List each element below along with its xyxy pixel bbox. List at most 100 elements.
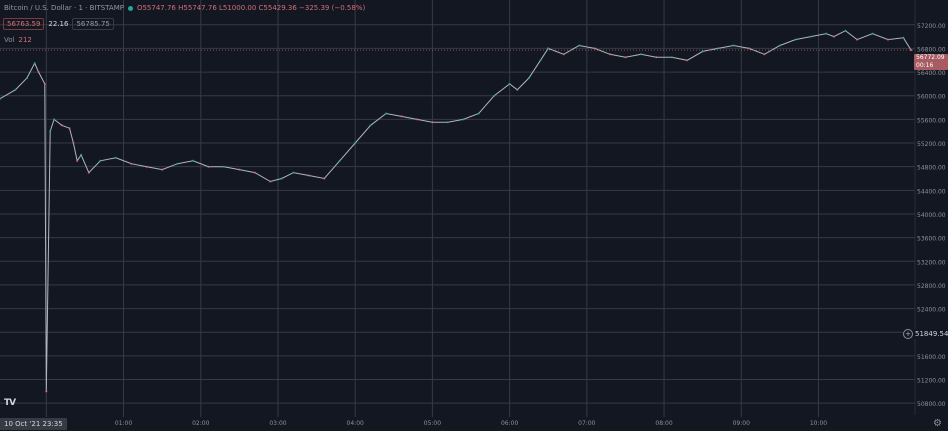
last-price-value: 56772.09 <box>916 54 945 61</box>
price-point <box>323 177 326 180</box>
price-point <box>462 118 465 121</box>
volume-value: 212 <box>18 36 32 44</box>
price-point <box>222 165 225 168</box>
price-point <box>562 53 565 56</box>
spread-value: 22.16 <box>48 20 69 28</box>
price-point <box>609 53 611 56</box>
volume-legend: Vol 212 <box>4 36 32 44</box>
price-point <box>33 62 36 65</box>
price-point <box>493 94 496 97</box>
y-tick-label: 52800.00 <box>917 283 946 290</box>
ohlc-values: O55747.76 H55747.76 L51000.00 C55429.36 … <box>136 4 366 12</box>
y-tick-label: 54000.00 <box>917 212 946 219</box>
add-alert-icon[interactable]: + <box>903 329 913 339</box>
price-point <box>794 38 797 41</box>
y-tick-label: 51600.00 <box>917 354 946 361</box>
price-point <box>624 56 627 59</box>
y-tick-label: 51200.00 <box>917 378 946 385</box>
price-point <box>446 121 449 124</box>
price-point <box>253 171 256 174</box>
price-point <box>763 53 766 56</box>
tradingview-logo-icon[interactable]: TV <box>4 398 16 408</box>
price-point <box>53 118 56 121</box>
price-point <box>269 180 272 183</box>
price-point <box>161 168 164 171</box>
price-point <box>477 112 480 115</box>
price-point <box>825 32 828 35</box>
price-point <box>844 29 847 32</box>
market-status-icon <box>127 5 133 11</box>
price-point <box>338 159 341 162</box>
price-point <box>354 142 357 144</box>
price-point <box>72 142 75 144</box>
x-tick-label: 05:00 <box>424 420 441 427</box>
price-point <box>670 56 673 59</box>
y-tick-label: 56400.00 <box>917 70 946 77</box>
crosshair-price-tag: + 51849.54 <box>903 329 948 339</box>
price-point <box>516 88 519 91</box>
x-tick-label: 01:00 <box>115 420 132 427</box>
y-tick-label: 53600.00 <box>917 236 946 243</box>
price-point <box>99 159 102 162</box>
last-price-tag: 56772.09 00:16 <box>914 54 948 70</box>
y-tick-label: 55600.00 <box>917 117 946 124</box>
price-point <box>578 44 581 47</box>
price-point <box>400 115 403 118</box>
price-point <box>856 38 859 41</box>
price-point <box>176 162 179 165</box>
price-point <box>49 130 52 133</box>
price-point <box>508 82 511 85</box>
price-point <box>809 35 812 38</box>
y-tick-label: 55200.00 <box>917 141 946 148</box>
price-point <box>527 77 530 79</box>
x-tick-label: 02:00 <box>192 420 209 427</box>
price-point <box>145 165 148 168</box>
y-tick-label: 57200.00 <box>917 23 946 30</box>
price-point <box>130 162 133 165</box>
price-point <box>416 118 418 121</box>
price-point <box>655 56 658 59</box>
price-point <box>732 44 735 47</box>
price-point <box>114 156 117 159</box>
price-point <box>871 32 874 35</box>
price-point <box>307 174 310 177</box>
price-point <box>717 47 720 50</box>
price-point <box>76 159 79 162</box>
price-point <box>686 59 689 62</box>
price-point <box>192 159 194 162</box>
price-point <box>14 88 17 91</box>
price-point <box>910 49 913 52</box>
sell-price-button[interactable]: 56763.59 <box>3 18 45 30</box>
price-point <box>593 47 596 50</box>
x-tick-label: 07:00 <box>578 420 595 427</box>
buy-price-button[interactable]: 56785.75 <box>72 18 114 30</box>
y-tick-label: 56800.00 <box>917 46 946 53</box>
crosshair-price-value: 51849.54 <box>915 330 948 338</box>
price-point <box>902 36 905 39</box>
price-point <box>431 121 434 124</box>
y-tick-label: 54800.00 <box>917 165 946 172</box>
price-point <box>701 50 704 53</box>
price-point <box>385 112 388 115</box>
price-point <box>43 82 46 85</box>
symbol-title[interactable]: Bitcoin / U.S. Dollar · 1 · BITSTAMP <box>4 4 124 12</box>
crosshair-time-tag: 10 Oct '21 23:35 <box>0 418 67 430</box>
price-point <box>778 44 781 47</box>
price-point <box>37 71 40 74</box>
price-point <box>207 165 210 168</box>
x-tick-label: 06:00 <box>501 420 518 427</box>
y-tick-label: 56000.00 <box>917 94 946 101</box>
volume-label: Vol <box>4 36 15 44</box>
y-tick-label: 50800.00 <box>917 401 946 408</box>
price-point <box>832 35 835 38</box>
gear-icon[interactable]: ⚙ <box>933 418 942 429</box>
price-point <box>292 171 295 174</box>
price-point <box>887 38 889 41</box>
y-tick-label: 54400.00 <box>917 188 946 195</box>
price-point <box>87 171 90 174</box>
price-point <box>26 77 28 79</box>
chart-header: Bitcoin / U.S. Dollar · 1 · BITSTAMP O55… <box>4 4 365 12</box>
price-point <box>60 124 63 127</box>
